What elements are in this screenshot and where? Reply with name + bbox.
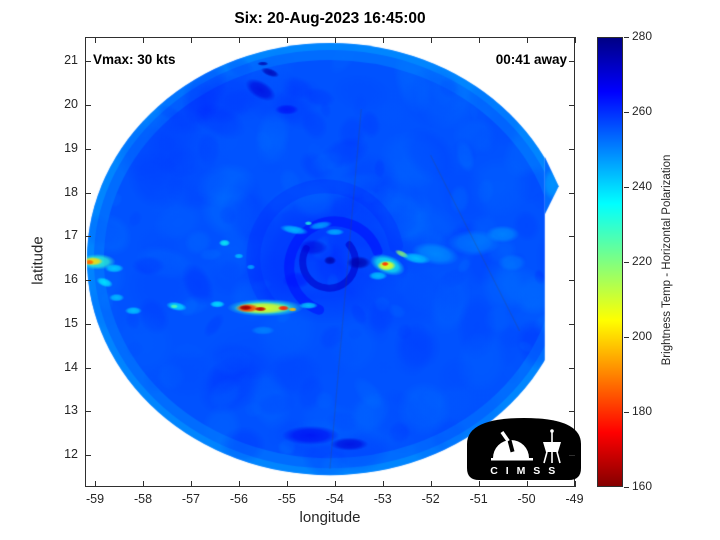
colorbar-tick-label: 280: [632, 29, 653, 43]
y-tick-label: 20: [64, 97, 78, 112]
x-tick-mark: [478, 481, 480, 487]
y-tick-label: 14: [64, 359, 78, 374]
y-tick-label: 17: [64, 228, 78, 243]
colorbar-tick-label: 260: [632, 104, 653, 118]
telescope-icon: [500, 431, 510, 443]
x-tick-label: -52: [421, 492, 440, 506]
antenna-tip-icon: [550, 429, 554, 433]
x-tick-label: -57: [181, 492, 200, 506]
y-tick-label: 19: [64, 140, 78, 155]
y-tick-mark: [85, 61, 91, 63]
colorbar-tick-mark: [624, 412, 629, 413]
x-tick-label: -58: [133, 492, 153, 506]
x-tick-label: -53: [373, 492, 392, 506]
x-tick-mark: [286, 37, 288, 43]
x-tick-mark: [190, 481, 192, 487]
x-tick-mark: [286, 481, 288, 487]
vmax-annotation: Vmax: 30 kts: [93, 52, 176, 67]
colorbar-tick-label: 240: [632, 179, 653, 193]
water-tower-icon: [543, 442, 561, 452]
x-tick-mark: [143, 481, 144, 487]
y-tick-mark: [569, 192, 575, 194]
x-tick-label: -59: [86, 492, 105, 506]
colorbar-tick-label: 180: [632, 404, 653, 418]
logo-text: C I M S S: [490, 465, 557, 477]
y-tick-mark: [85, 236, 91, 238]
colorbar-tick-mark: [624, 37, 629, 38]
eta-annotation: 00:41 away: [495, 52, 567, 67]
y-tick-mark: [85, 148, 91, 150]
y-tick-mark: [85, 411, 91, 413]
colorbar-tick-mark: [624, 337, 629, 338]
x-tick-label: -49: [565, 492, 584, 506]
x-tick-label: -54: [325, 492, 344, 506]
y-tick-mark: [569, 280, 575, 282]
colorbar-tick-label: 160: [632, 479, 653, 493]
colorbar-label: Brightness Temp - Horizontal Polarizatio…: [661, 154, 673, 366]
colorbar-tick-mark: [624, 262, 629, 263]
x-tick-mark: [430, 481, 432, 487]
colorbar: [597, 37, 623, 487]
colorbar-tick-mark: [624, 487, 629, 488]
logo-baseline: [491, 458, 533, 461]
satellite-swath-canvas: [85, 37, 575, 487]
colorbar-tick-mark: [624, 112, 629, 113]
y-tick-mark: [569, 148, 575, 150]
x-tick-mark: [574, 37, 576, 43]
y-tick-mark: [569, 236, 575, 238]
colorbar-tick-mark: [624, 187, 629, 188]
y-tick-label: 18: [64, 184, 78, 199]
y-tick-mark: [569, 323, 575, 325]
y-tick-mark: [85, 192, 91, 194]
x-tick-mark: [238, 481, 240, 487]
y-tick-label: 12: [64, 447, 78, 462]
x-tick-mark: [334, 481, 336, 487]
y-tick-label: 16: [64, 272, 78, 287]
y-tick-mark: [85, 455, 91, 457]
x-tick-mark: [143, 37, 144, 43]
x-tick-label: -50: [517, 492, 536, 506]
x-tick-mark: [95, 37, 97, 43]
x-tick-mark: [478, 37, 480, 43]
x-tick-label: -56: [229, 492, 248, 506]
y-tick-mark: [569, 455, 575, 457]
plot-title: Six: 20-Aug-2023 16:45:00: [234, 10, 426, 27]
y-tick-label: 15: [64, 315, 78, 330]
x-tick-mark: [238, 37, 240, 43]
y-tick-mark: [569, 367, 575, 369]
water-tower-legs-icon: [543, 432, 561, 464]
y-tick-label: 13: [64, 403, 78, 418]
x-tick-mark: [526, 481, 528, 487]
y-tick-label: 21: [64, 53, 78, 68]
x-axis-label: longitude: [299, 509, 361, 526]
y-tick-mark: [85, 367, 91, 369]
y-tick-mark: [569, 61, 575, 63]
cimss-logo: C I M S S: [467, 418, 581, 480]
x-tick-mark: [526, 37, 528, 43]
x-tick-mark: [382, 37, 384, 43]
x-tick-mark: [190, 37, 192, 43]
y-tick-mark: [569, 411, 575, 413]
x-tick-mark: [382, 481, 384, 487]
colorbar-tick-label: 220: [632, 254, 653, 268]
x-tick-mark: [95, 481, 97, 487]
x-tick-mark: [334, 37, 336, 43]
y-tick-mark: [85, 280, 91, 282]
y-tick-mark: [85, 323, 91, 325]
x-tick-label: -51: [469, 492, 488, 506]
x-tick-mark: [574, 481, 576, 487]
y-tick-mark: [85, 105, 91, 107]
dome-slit-icon: [507, 439, 515, 453]
colorbar-tick-label: 200: [632, 329, 653, 343]
x-tick-mark: [430, 37, 432, 43]
x-tick-label: -55: [277, 492, 296, 506]
y-axis-label: latitude: [29, 236, 47, 285]
y-tick-mark: [569, 105, 575, 107]
